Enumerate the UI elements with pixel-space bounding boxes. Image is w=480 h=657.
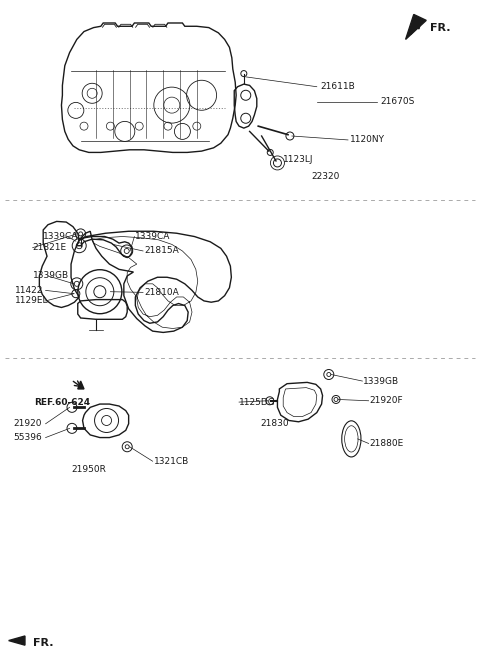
- Text: FR.: FR.: [430, 22, 450, 33]
- Polygon shape: [78, 381, 84, 389]
- Text: 1129EL: 1129EL: [15, 296, 49, 306]
- Text: 21810A: 21810A: [144, 288, 179, 297]
- Text: 1120NY: 1120NY: [350, 135, 385, 145]
- Text: 21920: 21920: [13, 419, 42, 428]
- Text: 11422: 11422: [15, 286, 44, 295]
- Polygon shape: [406, 14, 426, 39]
- Text: 1339CA: 1339CA: [135, 232, 171, 241]
- Text: 21950R: 21950R: [71, 465, 106, 474]
- Text: 22320: 22320: [311, 171, 339, 181]
- Text: REF.60-624: REF.60-624: [35, 397, 91, 407]
- Text: 21611B: 21611B: [321, 82, 355, 91]
- Text: 1339GB: 1339GB: [363, 376, 399, 386]
- Text: 21920F: 21920F: [370, 396, 403, 405]
- Text: 21821E: 21821E: [33, 243, 67, 252]
- Text: 21880E: 21880E: [370, 439, 404, 448]
- Text: 1339GB: 1339GB: [33, 271, 69, 281]
- Text: 55396: 55396: [13, 433, 42, 442]
- Text: FR.: FR.: [33, 637, 53, 648]
- Text: 1123LJ: 1123LJ: [283, 155, 314, 164]
- Polygon shape: [9, 636, 25, 645]
- Text: 1339CA: 1339CA: [43, 232, 79, 241]
- Text: 1321CB: 1321CB: [154, 457, 189, 466]
- Text: 21670S: 21670S: [380, 97, 415, 106]
- Text: 21815A: 21815A: [144, 246, 179, 256]
- Text: 21830: 21830: [260, 419, 289, 428]
- Text: 1125DG: 1125DG: [239, 397, 276, 407]
